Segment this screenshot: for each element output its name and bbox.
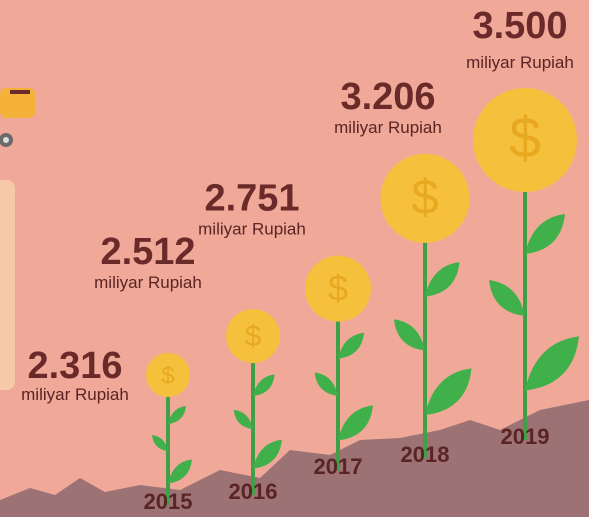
coin-symbol: $ xyxy=(411,170,438,224)
leaf xyxy=(233,409,253,430)
leaf xyxy=(338,405,374,441)
year-label: 2018 xyxy=(401,442,450,467)
leaf xyxy=(338,332,365,359)
coin-symbol: $ xyxy=(245,320,262,353)
unit-label: miliyar Rupiah xyxy=(94,273,202,292)
value-label: 2.316 xyxy=(27,345,122,387)
side-panel xyxy=(0,180,15,390)
leaf xyxy=(152,435,168,451)
unit-label: miliyar Rupiah xyxy=(198,220,306,239)
value-label: 3.206 xyxy=(340,76,435,118)
value-label: 2.751 xyxy=(204,178,299,220)
leaf xyxy=(525,214,565,254)
coin xyxy=(226,309,280,364)
coin xyxy=(304,255,372,322)
coin-symbol: $ xyxy=(328,267,348,308)
year-label: 2015 xyxy=(144,489,193,514)
leaf xyxy=(314,372,338,396)
leaf xyxy=(253,439,282,469)
coin xyxy=(146,353,190,397)
leaf xyxy=(168,406,186,424)
value-label: 3.500 xyxy=(472,5,567,47)
leaf xyxy=(525,336,579,391)
leaf xyxy=(253,374,275,397)
leaf xyxy=(168,459,192,484)
year-label: 2019 xyxy=(501,424,550,449)
year-label: 2016 xyxy=(229,479,278,504)
coin-symbol: $ xyxy=(161,362,175,389)
leaf xyxy=(425,262,460,297)
ground xyxy=(0,400,589,517)
unit-label: miliyar Rupiah xyxy=(21,385,129,404)
leaf xyxy=(393,319,425,351)
leaf xyxy=(489,280,525,316)
leaf xyxy=(425,368,472,415)
coin xyxy=(473,88,577,192)
value-label: 2.512 xyxy=(100,231,195,273)
unit-label: miliyar Rupiah xyxy=(466,53,574,72)
unit-label: miliyar Rupiah xyxy=(334,118,442,137)
year-label: 2017 xyxy=(314,454,363,479)
coin-symbol: $ xyxy=(509,106,541,170)
coin xyxy=(380,153,470,243)
truck-icon xyxy=(0,88,35,147)
